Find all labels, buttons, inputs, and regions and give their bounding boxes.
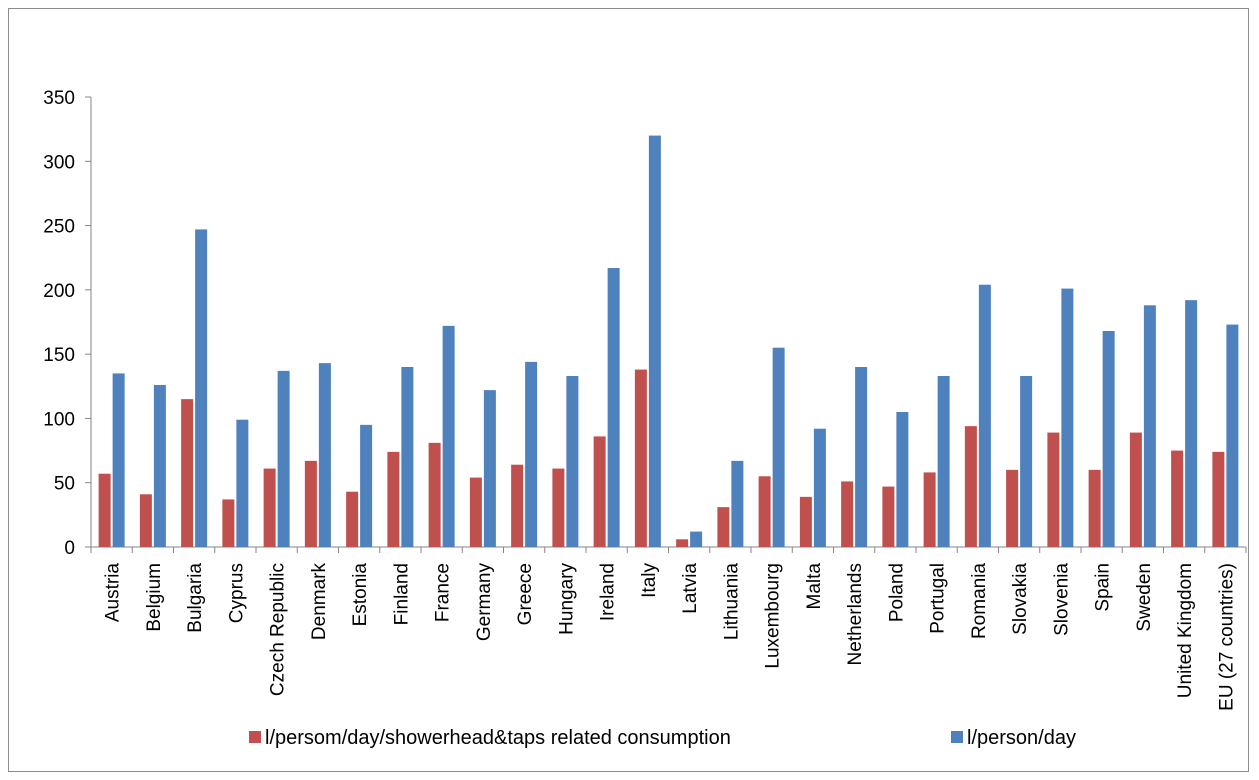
- bar-showerhead-taps: [1047, 432, 1060, 547]
- bar-per-person: [978, 284, 991, 547]
- bar-per-person: [277, 370, 290, 547]
- x-category-label: Romania: [969, 563, 990, 639]
- y-tick-label: 0: [64, 538, 75, 559]
- bar-showerhead-taps: [98, 473, 111, 547]
- bar-per-person: [855, 367, 868, 547]
- bar-per-person: [1061, 288, 1074, 547]
- chart-frame: 0 50 100 150 200 250 300 350 Austria Belgium Bulga…: [8, 8, 1249, 772]
- bar-per-person: [1143, 305, 1156, 547]
- bar-showerhead-taps: [964, 426, 977, 547]
- bar-per-person: [1102, 331, 1115, 547]
- bar-showerhead-taps: [511, 464, 524, 547]
- legend-swatch-per-person: [951, 731, 963, 743]
- bar-showerhead-taps: [469, 477, 482, 547]
- x-category-label: Finland: [391, 563, 412, 625]
- x-category-label: Bulgaria: [185, 563, 206, 633]
- bar-showerhead-taps: [222, 499, 235, 547]
- bar-showerhead-taps: [346, 491, 359, 547]
- y-tick-label: 200: [43, 281, 75, 302]
- x-category-label: Slovenia: [1051, 563, 1072, 636]
- x-category-label: France: [433, 563, 454, 622]
- x-category-label: Cyprus: [226, 563, 247, 623]
- bar-showerhead-taps: [1171, 450, 1184, 547]
- bar-showerhead-taps: [181, 399, 194, 547]
- bar-per-person: [153, 385, 166, 547]
- bar-per-person: [813, 428, 826, 547]
- bar-per-person: [483, 390, 496, 547]
- bar-per-person: [607, 268, 620, 547]
- x-category-label: Hungary: [556, 563, 577, 635]
- bar-per-person: [525, 361, 538, 547]
- bar-per-person: [1185, 300, 1198, 547]
- x-category-label: Denmark: [309, 563, 330, 641]
- bar-showerhead-taps: [923, 472, 936, 547]
- legend-label-showerhead-taps: l/persom/day/showerhead&taps related con…: [265, 727, 731, 749]
- x-category-label: Belgium: [144, 563, 165, 632]
- bar-per-person: [236, 419, 249, 547]
- x-category-label: Latvia: [680, 563, 701, 614]
- x-category-label: Austria: [103, 563, 124, 623]
- x-category-label: United Kingdom: [1175, 563, 1196, 698]
- bar-chart: 0 50 100 150 200 250 300 350 Austria Belgium Bulga…: [43, 88, 1247, 749]
- bar-showerhead-taps: [552, 468, 565, 547]
- bar-per-person: [690, 531, 703, 547]
- bar-per-person: [1020, 376, 1033, 547]
- bar-showerhead-taps: [263, 468, 276, 547]
- bar-showerhead-taps: [387, 451, 400, 547]
- bar-per-person: [896, 412, 909, 547]
- bar-showerhead-taps: [593, 436, 606, 547]
- x-category-label: Estonia: [350, 563, 371, 627]
- x-category-label: Czech Republic: [268, 563, 289, 696]
- x-category-label: Malta: [804, 563, 825, 610]
- bar-showerhead-taps: [676, 539, 689, 547]
- y-tick-label: 150: [43, 345, 75, 366]
- bar-showerhead-taps: [758, 476, 771, 547]
- bar-showerhead-taps: [882, 486, 895, 547]
- x-category-label: Slovakia: [1010, 563, 1031, 635]
- x-category-label: Poland: [886, 563, 907, 622]
- bar-showerhead-taps: [304, 460, 317, 547]
- bar-per-person: [401, 367, 414, 547]
- bar-per-person: [318, 363, 331, 547]
- x-category-label: Sweden: [1134, 563, 1155, 632]
- x-category-label: Germany: [474, 563, 495, 642]
- x-category-label: Spain: [1093, 563, 1114, 612]
- bar-showerhead-taps: [428, 442, 441, 547]
- bar-showerhead-taps: [1088, 469, 1101, 547]
- bar-per-person: [566, 376, 579, 547]
- x-category-label: Portugal: [928, 563, 949, 634]
- y-tick-label: 350: [43, 88, 75, 109]
- bar-showerhead-taps: [717, 507, 730, 547]
- bar-showerhead-taps: [841, 481, 854, 547]
- bar-per-person: [1226, 324, 1239, 547]
- bar-per-person: [937, 376, 950, 547]
- bar-per-person: [360, 424, 373, 547]
- bar-showerhead-taps: [1129, 432, 1142, 547]
- bar-showerhead-taps: [1006, 469, 1019, 547]
- x-category-label: Italy: [639, 563, 660, 598]
- bar-per-person: [112, 373, 125, 547]
- bar-showerhead-taps: [1212, 451, 1225, 547]
- bar-per-person: [195, 229, 208, 547]
- bar-per-person: [648, 135, 661, 548]
- y-tick-label: 100: [43, 409, 75, 430]
- bar-showerhead-taps: [799, 496, 812, 547]
- legend-label-per-person: l/person/day: [967, 727, 1076, 749]
- x-category-label: EU (27 countries): [1216, 563, 1237, 711]
- x-category-label: Greece: [515, 563, 536, 625]
- y-tick-label: 300: [43, 152, 75, 173]
- x-category-label: Luxembourg: [763, 563, 784, 669]
- y-tick-label: 250: [43, 217, 75, 238]
- x-category-label: Lithuania: [721, 563, 742, 641]
- bar-showerhead-taps: [634, 369, 647, 547]
- bar-per-person: [772, 347, 785, 547]
- bar-showerhead-taps: [139, 494, 152, 547]
- y-tick-label: 50: [54, 474, 75, 495]
- x-category-label: Netherlands: [845, 563, 866, 665]
- bar-per-person: [731, 460, 744, 547]
- bar-per-person: [442, 325, 455, 547]
- x-category-label: Ireland: [598, 563, 619, 621]
- legend-swatch-showerhead-taps: [249, 731, 261, 743]
